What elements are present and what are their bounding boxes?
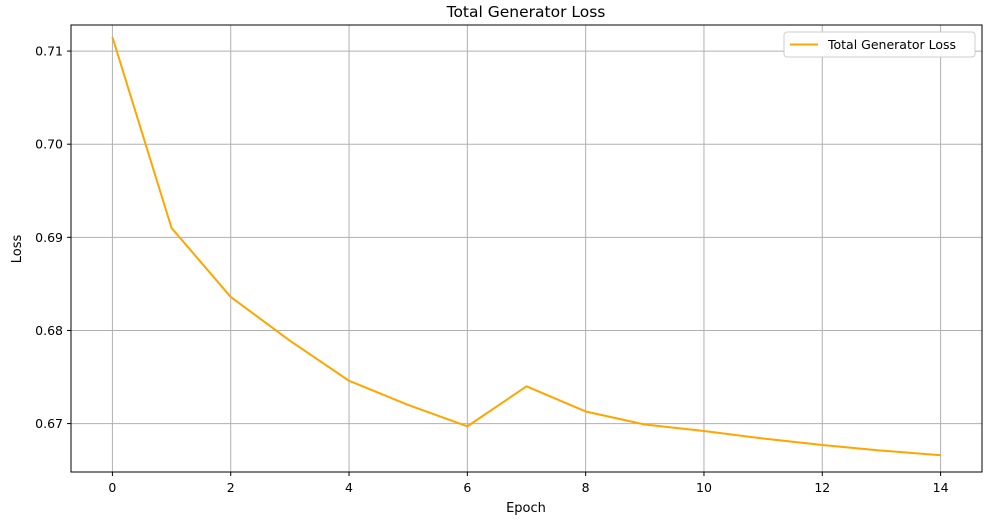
x-tick-label: 12 [814, 480, 830, 495]
x-tick-label: 14 [933, 480, 949, 495]
x-tick-label: 0 [108, 480, 116, 495]
legend-box [783, 31, 976, 58]
x-axis-label: Epoch [506, 501, 546, 516]
y-tick-label: 0.67 [35, 416, 63, 431]
grid-lines [71, 25, 982, 472]
y-tick-label: 0.68 [35, 323, 63, 338]
x-tick-label: 2 [227, 480, 235, 495]
y-tick-label: 0.71 [35, 44, 63, 59]
legend: Total Generator Loss [783, 31, 976, 58]
y-tick-label: 0.69 [35, 230, 63, 245]
x-tick-label: 6 [463, 480, 471, 495]
series-layer [111, 36, 941, 457]
x-tick-label: 10 [696, 480, 712, 495]
y-axis: 0.67 0.68 0.69 0.70 0.71 [35, 44, 71, 431]
series-line [111, 36, 941, 457]
y-axis-label: Loss [10, 235, 25, 264]
x-tick-label: 4 [345, 480, 353, 495]
x-axis: 0 2 4 6 8 10 12 14 [108, 472, 949, 495]
plot-frame [70, 24, 983, 473]
chart-title: Total Generator Loss [446, 3, 606, 21]
y-tick-label: 0.70 [35, 137, 63, 152]
x-tick-label: 8 [582, 480, 590, 495]
legend-label: Total Generator Loss [827, 37, 956, 52]
